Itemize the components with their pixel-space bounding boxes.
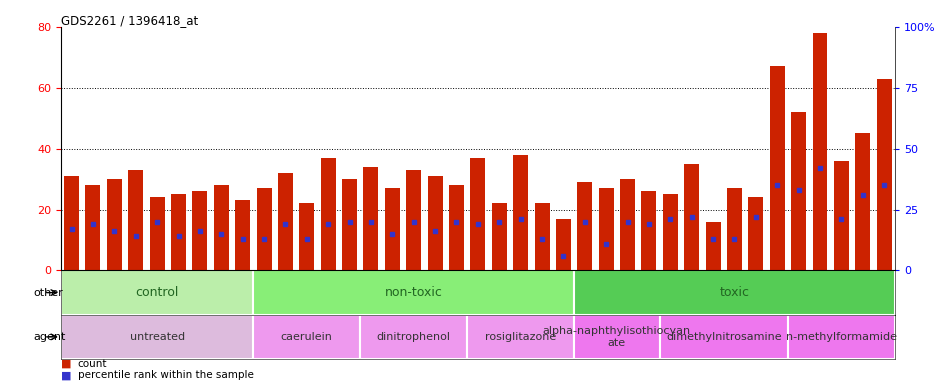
Text: ■: ■ [61, 359, 71, 369]
Bar [833, 161, 848, 270]
Text: ■: ■ [61, 370, 71, 380]
Text: caerulein: caerulein [281, 332, 332, 342]
Bar [659, 315, 787, 359]
Bar [470, 158, 485, 270]
Bar [448, 185, 463, 270]
Bar [213, 185, 228, 270]
Bar [107, 179, 122, 270]
Bar [299, 204, 314, 270]
Bar [253, 270, 574, 315]
Bar [662, 194, 677, 270]
Text: n-methylformamide: n-methylformamide [785, 332, 896, 342]
Text: GDS2261 / 1396418_at: GDS2261 / 1396418_at [61, 14, 197, 27]
Bar [768, 66, 783, 270]
Bar [555, 219, 570, 270]
Text: toxic: toxic [719, 286, 749, 299]
Bar [171, 194, 185, 270]
Bar [363, 167, 378, 270]
Bar [513, 155, 528, 270]
Bar [491, 204, 506, 270]
Text: control: control [136, 286, 179, 299]
Bar [150, 197, 165, 270]
Text: agent: agent [33, 332, 66, 342]
Bar [876, 79, 891, 270]
Bar [812, 33, 826, 270]
Bar [598, 188, 613, 270]
Bar [278, 173, 293, 270]
Bar [61, 315, 253, 359]
Text: dinitrophenol: dinitrophenol [376, 332, 450, 342]
Bar [427, 176, 442, 270]
Text: non-toxic: non-toxic [385, 286, 442, 299]
Bar [359, 315, 467, 359]
Bar [256, 188, 271, 270]
Text: untreated: untreated [129, 332, 184, 342]
Bar [406, 170, 421, 270]
Bar [726, 188, 741, 270]
Bar [192, 191, 207, 270]
Bar [641, 191, 656, 270]
Bar [534, 204, 548, 270]
Text: other: other [33, 288, 63, 298]
Bar [705, 222, 720, 270]
Bar [790, 112, 805, 270]
Bar [467, 315, 574, 359]
Text: count: count [78, 359, 107, 369]
Bar [253, 315, 359, 359]
Bar [64, 176, 79, 270]
Bar [235, 200, 250, 270]
Bar [574, 315, 659, 359]
Bar [85, 185, 100, 270]
Bar [320, 158, 335, 270]
Bar [787, 315, 894, 359]
Text: dimethylnitrosamine: dimethylnitrosamine [665, 332, 781, 342]
Bar [620, 179, 635, 270]
Bar [577, 182, 592, 270]
Text: percentile rank within the sample: percentile rank within the sample [78, 370, 254, 380]
Bar [342, 179, 357, 270]
Bar [574, 270, 894, 315]
Bar [385, 188, 400, 270]
Bar [128, 170, 143, 270]
Bar [748, 197, 763, 270]
Bar [683, 164, 698, 270]
Text: rosiglitazone: rosiglitazone [485, 332, 556, 342]
Text: alpha-naphthylisothiocyan
ate: alpha-naphthylisothiocyan ate [542, 326, 690, 348]
Bar [855, 134, 870, 270]
Bar [61, 270, 253, 315]
